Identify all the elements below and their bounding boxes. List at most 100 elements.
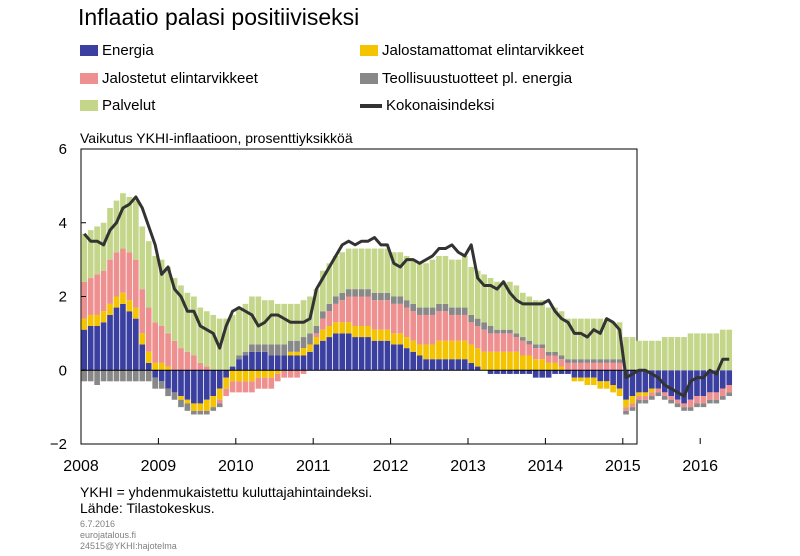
bar-4-2013-04 <box>487 278 494 326</box>
bar-0-2011-11 <box>378 340 384 371</box>
bar-1-2010-11 <box>300 348 307 356</box>
legend-item-kokonais: Kokonaisindeksi <box>360 97 494 114</box>
bar-3-2010-08 <box>281 344 287 356</box>
bar-0-2014-02 <box>552 370 558 374</box>
bar-3-2010-05 <box>262 344 268 352</box>
bar-3-2014-05 <box>571 359 578 363</box>
bar-3-2009-02 <box>165 388 171 397</box>
y-tick-label-2: 2 <box>59 289 67 306</box>
bar-3-2014-11 <box>610 359 616 363</box>
bar-2-2011-09 <box>365 296 371 326</box>
bar-3-2008-07 <box>120 370 126 382</box>
bar-0-2015-08 <box>668 370 674 397</box>
bar-0-2014-06 <box>578 370 584 378</box>
bar-0-2015-05 <box>649 370 655 389</box>
bar-4-2012-02 <box>397 252 404 297</box>
bar-3-2014-09 <box>597 359 604 363</box>
bar-4-2011-10 <box>371 248 378 293</box>
bar-2-2009-07 <box>197 362 204 371</box>
bar-4-2012-04 <box>410 259 416 304</box>
bar-1-2010-01 <box>236 370 242 382</box>
legend-swatch-teollisuus <box>360 73 378 84</box>
bar-3-2016-05 <box>726 392 733 397</box>
footer-code: 24515@YKHI:hajotelma <box>80 541 177 551</box>
bar-2-2013-02 <box>474 326 481 349</box>
bar-2-2016-02 <box>707 392 713 400</box>
bar-3-2010-07 <box>274 344 281 356</box>
bar-1-2013-02 <box>474 348 481 367</box>
bar-0-2013-11 <box>532 370 539 378</box>
y-tick-label-0: 6 <box>59 141 67 158</box>
bar-0-2013-01 <box>468 362 475 371</box>
bar-3-2015-11 <box>687 407 694 411</box>
bar-4-2008-08 <box>126 196 133 253</box>
bar-3-2008-04 <box>100 370 107 382</box>
bar-2-2008-09 <box>133 259 139 308</box>
bar-4-2015-01 <box>623 337 629 371</box>
bar-4-2015-11 <box>687 333 694 371</box>
bar-0-2010-11 <box>300 355 307 371</box>
bar-0-2009-05 <box>184 370 191 400</box>
bar-4-2013-05 <box>494 281 500 330</box>
bar-0-2014-01 <box>545 370 552 378</box>
bar-4-2008-04 <box>100 222 107 271</box>
bar-3-2012-09 <box>442 303 449 312</box>
bar-0-2009-04 <box>178 370 184 397</box>
bar-0-2010-07 <box>274 355 281 371</box>
bar-2-2011-06 <box>345 296 352 323</box>
bar-2-2008-07 <box>120 248 126 293</box>
bar-2-2013-12 <box>539 348 545 360</box>
bar-1-2008-04 <box>100 311 107 323</box>
bar-4-2013-11 <box>532 300 539 345</box>
bar-1-2008-12 <box>152 362 158 371</box>
bar-3-2013-05 <box>494 329 500 334</box>
bar-4-2011-03 <box>326 263 333 304</box>
bar-0-2012-06 <box>423 359 429 371</box>
bar-2-2009-01 <box>158 326 165 363</box>
bar-0-2013-02 <box>474 366 481 371</box>
bar-0-2010-12 <box>307 351 313 371</box>
bar-4-2009-12 <box>229 314 236 367</box>
bar-2-2016-03 <box>713 392 720 400</box>
bar-0-2014-05 <box>571 370 578 378</box>
bar-2-2011-11 <box>378 300 384 330</box>
bar-1-2010-12 <box>307 344 313 352</box>
bar-4-2010-01 <box>236 307 242 356</box>
bar-4-2010-06 <box>268 300 275 345</box>
bar-2-2011-05 <box>339 300 346 323</box>
bar-4-2014-11 <box>610 322 616 360</box>
bar-0-2008-04 <box>100 322 107 371</box>
bar-3-2013-06 <box>500 329 507 334</box>
bar-0-2011-01 <box>313 344 320 371</box>
bar-1-2014-03 <box>558 366 565 371</box>
bar-0-2014-04 <box>565 370 571 374</box>
bar-4-2009-06 <box>191 296 197 356</box>
bar-1-2009-12 <box>229 370 236 382</box>
bar-3-2012-12 <box>461 307 468 315</box>
bar-4-2013-12 <box>539 300 545 345</box>
bar-2-2015-04 <box>642 396 649 400</box>
bar-2-2012-02 <box>397 303 404 334</box>
bar-4-2014-07 <box>584 318 591 360</box>
bar-3-2014-08 <box>590 359 597 363</box>
bar-4-2014-08 <box>590 318 597 360</box>
bar-4-2010-03 <box>249 296 255 345</box>
legend-swatch-jalostetut <box>80 73 98 84</box>
bar-4-2012-10 <box>449 259 455 308</box>
legend-item-palvelut: Palvelut <box>80 97 155 114</box>
bar-1-2013-07 <box>507 351 513 371</box>
bar-3-2008-09 <box>133 370 139 382</box>
bar-1-2013-03 <box>481 351 487 371</box>
bar-2-2012-10 <box>449 314 455 341</box>
bar-4-2008-11 <box>145 241 152 308</box>
bar-0-2014-09 <box>597 370 604 382</box>
bar-1-2008-03 <box>94 314 100 326</box>
bar-2-2008-11 <box>145 307 152 352</box>
bar-2-2011-07 <box>352 296 358 326</box>
legend-label-kokonais: Kokonaisindeksi <box>386 97 495 114</box>
bar-3-2010-09 <box>287 340 294 352</box>
bar-1-2009-05 <box>184 399 191 404</box>
x-tick-label-7: 2015 <box>605 458 641 475</box>
bar-4-2008-12 <box>152 255 158 323</box>
bar-0-2016-02 <box>707 370 713 393</box>
